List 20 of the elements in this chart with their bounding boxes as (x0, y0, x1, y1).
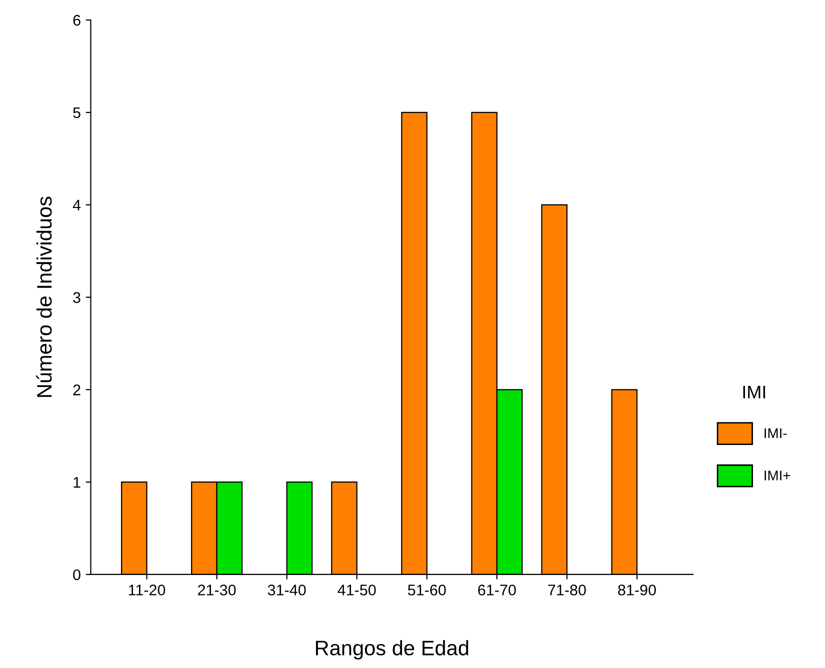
x-tick-label: 81-90 (618, 584, 656, 596)
x-tick-label: 51-60 (408, 584, 446, 596)
x-tick-label: 21-30 (198, 584, 236, 596)
legend-label: IMI- (764, 428, 787, 438)
x-tick-label: 31-40 (268, 584, 306, 596)
y-tick-label: 6 (73, 14, 80, 26)
y-tick-label: 5 (73, 107, 80, 118)
y-axis-title: Número de Individuos (36, 196, 52, 397)
x-axis-title: Rangos de Edad (316, 640, 468, 660)
y-tick-label: 0 (73, 569, 80, 580)
x-tick-label: 41-50 (338, 584, 376, 596)
y-tick-label: 3 (73, 292, 80, 303)
y-tick-label: 4 (72, 200, 81, 210)
y-tick-label: 1 (74, 477, 80, 488)
y-tick-label: 2 (73, 384, 80, 396)
x-tick-label: 11-20 (128, 584, 166, 596)
legend-title: IMI (743, 386, 766, 398)
x-tick-label: 61-70 (478, 584, 516, 596)
legend-label: IMI+ (764, 470, 790, 480)
x-tick-label: 71-80 (548, 584, 586, 596)
